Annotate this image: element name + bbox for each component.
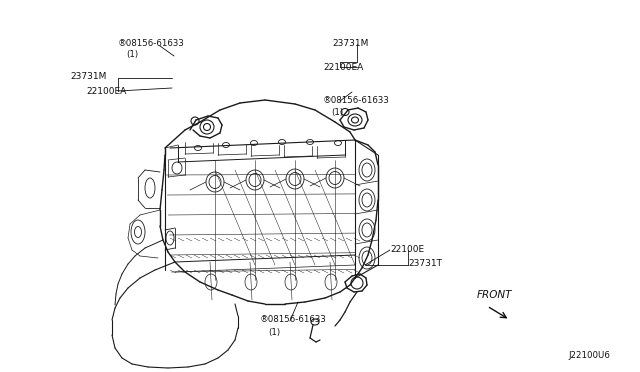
Text: (1): (1) — [331, 108, 343, 116]
Text: (1): (1) — [268, 327, 280, 337]
Text: (1): (1) — [126, 49, 138, 58]
Text: ®08156-61633: ®08156-61633 — [260, 315, 327, 324]
Text: 23731M: 23731M — [70, 71, 106, 80]
Text: FRONT: FRONT — [477, 290, 513, 300]
Text: 23731T: 23731T — [408, 260, 442, 269]
Text: 22100EA: 22100EA — [323, 62, 364, 71]
Text: 22100E: 22100E — [390, 244, 424, 253]
Text: ®08156-61633: ®08156-61633 — [118, 38, 185, 48]
Text: ®08156-61633: ®08156-61633 — [323, 96, 390, 105]
Text: 23731M: 23731M — [332, 38, 369, 48]
Text: J22100U6: J22100U6 — [568, 350, 610, 359]
Text: 22100EA: 22100EA — [86, 87, 126, 96]
